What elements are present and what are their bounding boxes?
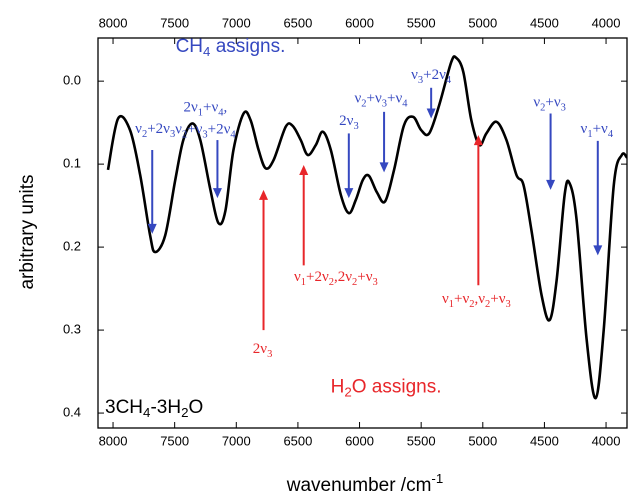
x-tick-label: 5500 — [407, 433, 436, 448]
y-tick-label: 0.2 — [63, 239, 81, 254]
x-tick-label: 6500 — [283, 433, 312, 448]
annotation-label: ν1+ν4 — [581, 122, 614, 141]
spectrum-line — [106, 55, 628, 400]
annotation-label: 2ν3 — [339, 113, 359, 132]
x-tick-label: 4500 — [530, 433, 559, 448]
arrow-head — [344, 188, 354, 199]
annotation-title: CH4 assigns. — [176, 36, 286, 59]
x-tick-label-top: 4000 — [592, 15, 621, 30]
x-tick-label-top: 7500 — [160, 15, 189, 30]
y-tick-label: 0.3 — [63, 322, 81, 337]
arrow-head — [593, 245, 603, 256]
x-tick-label-top: 8000 — [99, 15, 128, 30]
y-axis-label: arbitrary units — [17, 174, 38, 289]
annotation-label: ν2+ν3 — [533, 95, 566, 114]
x-axis-label: wavenumber /cm-1 — [286, 471, 444, 497]
annotation-label: ν3+2ν4 — [411, 68, 452, 87]
x-tick-label: 5000 — [468, 433, 497, 448]
arrow-head — [147, 223, 157, 234]
arrow-head — [212, 188, 222, 199]
arrow-head — [379, 162, 389, 173]
x-tick-label-top: 5000 — [468, 15, 497, 30]
x-tick-label: 7000 — [222, 433, 251, 448]
annotation-label: 2ν3 — [253, 341, 273, 360]
y-tick-label: 0.0 — [63, 73, 81, 88]
annotation-title: H2O assigns. — [331, 376, 442, 399]
annotation-label: ν1+ν2,ν2+ν3 — [442, 292, 511, 311]
annotation-label: ν2+ν3+2ν4 — [175, 122, 236, 141]
x-tick-label-top: 5500 — [407, 15, 436, 30]
x-tick-label-top: 6500 — [283, 15, 312, 30]
x-tick-label: 4000 — [592, 433, 621, 448]
x-tick-label: 8000 — [99, 433, 128, 448]
arrow-head — [299, 164, 309, 175]
arrow-head — [259, 189, 269, 200]
arrow-head — [473, 135, 483, 146]
annotation-title: 3CH4-3H2O — [105, 397, 203, 420]
y-tick-label: 0.4 — [63, 405, 81, 420]
arrow-head — [426, 108, 436, 119]
x-tick-label: 6000 — [345, 433, 374, 448]
y-tick-label: 0.1 — [63, 156, 81, 171]
x-tick-label: 7500 — [160, 433, 189, 448]
annotation-label: 2ν1+ν4, — [183, 100, 227, 119]
annotation-label: ν1+2ν2,2ν2+ν3 — [294, 269, 378, 288]
x-tick-label-top: 7000 — [222, 15, 251, 30]
x-tick-label-top: 4500 — [530, 15, 559, 30]
annotation-label: ν2+ν3+ν4 — [354, 91, 408, 110]
arrow-head — [546, 179, 556, 190]
plot-frame — [97, 37, 628, 429]
annotation-label: ν2+2ν3 — [135, 122, 175, 141]
x-tick-label-top: 6000 — [345, 15, 374, 30]
